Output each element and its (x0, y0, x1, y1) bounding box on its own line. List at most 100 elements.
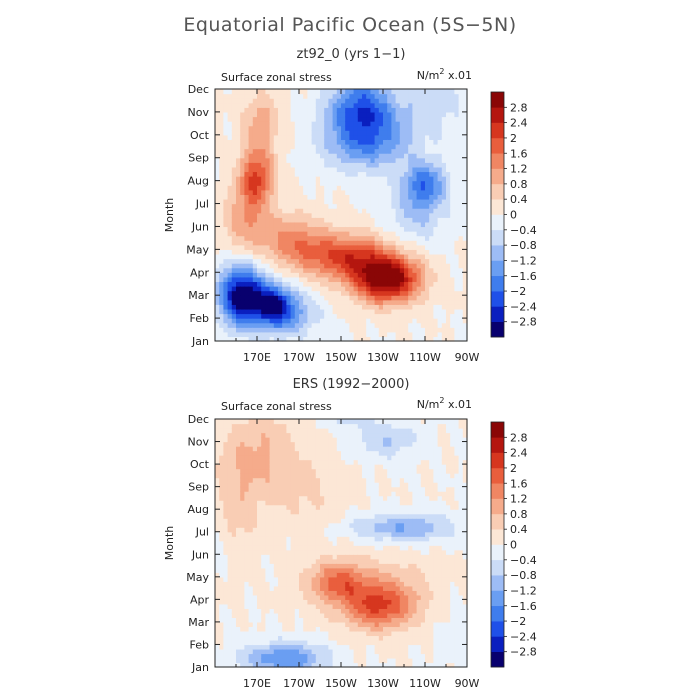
heatmap-cell (265, 500, 271, 506)
heatmap-cell (240, 153, 245, 159)
heatmap-cell (391, 263, 397, 269)
heatmap-cell (387, 89, 392, 95)
heatmap-cell (341, 162, 346, 168)
heatmap-cell (454, 244, 460, 250)
heatmap-cell (227, 336, 233, 342)
heatmap-cell (349, 203, 355, 209)
heatmap-cell (336, 212, 342, 218)
heatmap-cell (240, 134, 245, 140)
heatmap-cell (240, 459, 245, 465)
heatmap-cell (227, 208, 233, 214)
heatmap-cell (290, 500, 296, 506)
heatmap-cell (324, 576, 329, 582)
heatmap-cell (446, 111, 451, 118)
heatmap-cell (307, 423, 313, 429)
heatmap-cell (332, 290, 338, 296)
heatmap-cell (282, 518, 287, 524)
heatmap-cell (441, 98, 447, 104)
heatmap-cell (370, 290, 376, 296)
heatmap-cell (336, 171, 342, 177)
heatmap-cell (362, 318, 367, 324)
heatmap-cell (299, 221, 304, 228)
heatmap-cell (244, 581, 250, 587)
heatmap-cell (395, 299, 401, 305)
heatmap-cell (227, 98, 233, 104)
heatmap-cell (257, 134, 262, 140)
heatmap-cell (328, 603, 334, 609)
heatmap-cell (219, 327, 224, 333)
heatmap-cell (252, 162, 258, 168)
heatmap-cell (370, 272, 376, 278)
heatmap-cell (278, 295, 283, 301)
heatmap-cell (320, 130, 325, 136)
heatmap-cell (261, 558, 266, 564)
heatmap-cell (332, 235, 338, 241)
heatmap-cell (315, 134, 321, 140)
heatmap-cell (227, 468, 233, 474)
heatmap-cell (248, 554, 254, 560)
heatmap-cell (278, 567, 283, 573)
heatmap-cell (248, 495, 254, 501)
heatmap-cell (252, 235, 258, 241)
heatmap-cell (399, 318, 405, 324)
heatmap-cell (324, 185, 329, 191)
heatmap-cell (265, 267, 271, 273)
heatmap-cell (328, 446, 334, 452)
heatmap-cell (231, 121, 237, 127)
heatmap-cell (462, 231, 468, 237)
heatmap-cell (240, 599, 245, 605)
heatmap-cell (366, 198, 371, 205)
heatmap-cell (395, 331, 401, 338)
heatmap-cell (408, 176, 413, 182)
heatmap-cell (282, 594, 287, 600)
heatmap-cell (383, 253, 388, 260)
heatmap-cell (294, 464, 300, 470)
heatmap-cell (303, 249, 308, 255)
heatmap-cell (299, 258, 304, 264)
heatmap-cell (269, 98, 275, 104)
heatmap-cell (215, 235, 220, 241)
heatmap-cell (303, 286, 308, 292)
heatmap-cell (261, 336, 266, 342)
heatmap-cell (223, 536, 229, 542)
heatmap-cell (383, 235, 388, 241)
heatmap-cell (244, 630, 250, 637)
heatmap-cell (429, 258, 434, 264)
heatmap-cell (303, 572, 308, 578)
heatmap-cell (320, 509, 325, 515)
heatmap-cell (278, 594, 283, 600)
heatmap-cell (236, 180, 241, 186)
heatmap-cell (336, 231, 342, 237)
heatmap-cell (366, 221, 371, 228)
heatmap-cell (441, 176, 447, 182)
heatmap-cell (420, 121, 426, 127)
heatmap-cell (227, 286, 233, 292)
heatmap-cell (425, 107, 430, 113)
heatmap-cell (219, 153, 224, 159)
heatmap-cell (252, 304, 258, 310)
heatmap-cell (227, 513, 233, 519)
heatmap-cell (299, 509, 304, 515)
heatmap-cell (227, 134, 233, 140)
heatmap-cell (299, 139, 304, 145)
heatmap-cell (324, 522, 329, 528)
heatmap-cell (341, 318, 346, 324)
heatmap-cell (332, 486, 338, 492)
heatmap-cell (450, 93, 455, 99)
heatmap-cell (311, 295, 317, 301)
heatmap-cell (328, 536, 334, 542)
heatmap-cell (269, 567, 275, 573)
heatmap-cell (219, 635, 224, 641)
heatmap-cell (336, 185, 342, 191)
heatmap-cell (303, 226, 308, 232)
heatmap-cell (290, 116, 296, 122)
heatmap-cell (273, 153, 279, 159)
heatmap-cell (345, 231, 350, 237)
heatmap-cell (320, 648, 325, 655)
heatmap-cell (219, 148, 224, 154)
heatmap-cell (328, 635, 334, 641)
heatmap-cell (240, 504, 245, 510)
heatmap-cell (320, 263, 325, 269)
heatmap-cell (404, 125, 409, 131)
heatmap-cell (320, 603, 325, 609)
